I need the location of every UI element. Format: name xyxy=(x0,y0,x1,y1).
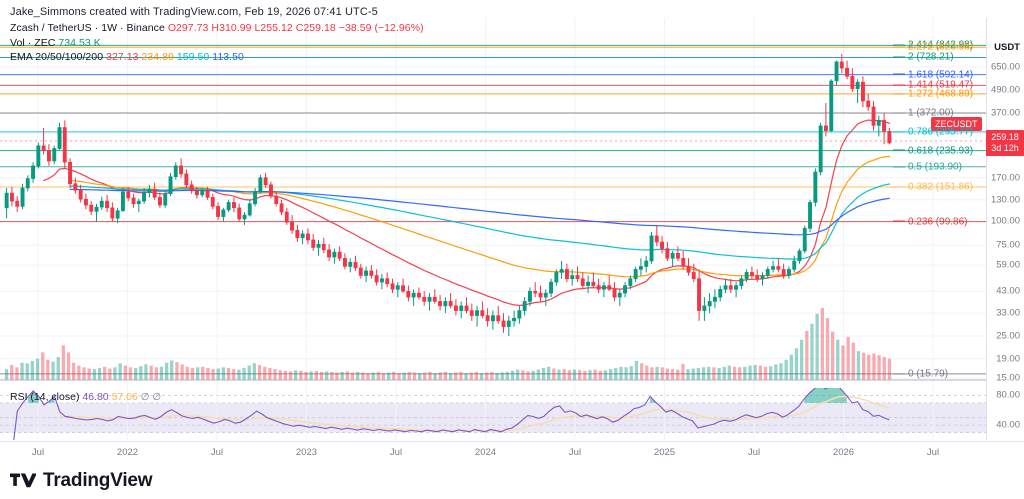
fib-level-label[interactable]: 0.618 (235.93) xyxy=(893,145,973,156)
tradingview-logo[interactable]: TradingView xyxy=(10,470,153,492)
low-label: L xyxy=(254,22,261,34)
fib-level-label[interactable]: 0.786 (295.77) xyxy=(893,126,973,137)
fib-level-label[interactable]: 2 (728.21) xyxy=(893,52,954,63)
close-value: 259.18 xyxy=(303,22,336,34)
fib-level-label[interactable]: 2.272 (823.98) xyxy=(893,42,973,53)
time-tick-label: 2026 xyxy=(832,447,855,458)
open-value: 297.73 xyxy=(176,22,209,34)
price-tick-label: 33.00 xyxy=(996,307,1020,319)
price-tick-label: 100.00 xyxy=(990,215,1020,227)
volume-value: 734.53 K xyxy=(58,37,101,49)
fib-level-label[interactable]: 0.236 (99.86) xyxy=(893,216,968,227)
high-label: H xyxy=(211,22,220,34)
time-axis[interactable]: Jul 2022 Jul 2023 Jul 2024 Jul 2025 Jul 2026 Jul xyxy=(0,441,1024,463)
price-axis[interactable]: USDT 650.00490.00370.00290.00170.00130.0… xyxy=(986,18,1024,440)
fib-level-label[interactable]: 0 (15.79) xyxy=(893,368,948,379)
fib-level-label[interactable]: 0.382 (151.86) xyxy=(893,181,973,192)
close-label: C xyxy=(295,22,304,34)
rsi-canvas[interactable] xyxy=(0,388,986,440)
high-value: 310.99 xyxy=(219,22,252,34)
time-tick-label: 2025 xyxy=(653,447,676,458)
time-tick-label: 2022 xyxy=(116,447,139,458)
rsi-title: RSI (14, close) xyxy=(10,391,80,403)
attribution-text: Jake_Simmons created with TradingView.co… xyxy=(10,6,378,18)
price-tick-label: 170.00 xyxy=(990,172,1020,184)
rsi-pane[interactable] xyxy=(0,388,986,440)
footer-bar: TradingView xyxy=(0,463,1024,499)
time-tick-label: Jul xyxy=(31,447,45,458)
volume-title: Vol · ZEC xyxy=(10,37,56,49)
tradingview-mark-icon xyxy=(10,473,36,487)
low-value: 255.12 xyxy=(260,22,293,34)
no-entry-icon[interactable]: ∅ xyxy=(152,392,162,403)
time-tick-label: 2024 xyxy=(474,447,497,458)
time-tick-label: Jul xyxy=(568,447,582,458)
change-value: −38.59 (−12.96%) xyxy=(338,22,424,34)
rsi-ma-value: 57.06 xyxy=(111,391,138,403)
price-axis-unit: USDT xyxy=(994,42,1020,53)
ema-legend[interactable]: EMA 20/50/100/200 327.13 234.89 159.50 1… xyxy=(10,51,244,63)
time-tick-label: Jul xyxy=(926,447,940,458)
ema-title: EMA 20/50/100/200 xyxy=(10,51,104,63)
price-chart-canvas[interactable] xyxy=(0,18,986,386)
fib-level-label[interactable]: 1.618 (592.14) xyxy=(893,69,973,80)
ema100-value: 159.50 xyxy=(176,51,210,63)
time-tick-label: Jul xyxy=(747,447,761,458)
rsi-value: 46.80 xyxy=(82,391,109,403)
symbol-title[interactable]: Zcash / TetherUS · 1W · Binance xyxy=(10,22,165,34)
symbol-legend[interactable]: Zcash / TetherUS · 1W · Binance O297.73 … xyxy=(10,22,424,34)
fib-level-label[interactable]: 1.414 (519.47) xyxy=(893,80,973,91)
price-chart-pane[interactable] xyxy=(0,18,986,386)
ema20-value: 327.13 xyxy=(106,51,139,63)
time-tick-label: Jul xyxy=(210,447,224,458)
fib-level-label[interactable]: 0.5 (193.90) xyxy=(893,161,962,172)
ticker-badge[interactable]: ZECUSDT xyxy=(931,117,982,131)
price-tick-label: 59.00 xyxy=(996,259,1020,271)
rsi-legend[interactable]: RSI (14, close) 46.80 57.06 ∅ ∅ xyxy=(10,391,161,403)
volume-legend[interactable]: Vol · ZEC 734.53 K xyxy=(10,37,101,49)
price-tick-label: 19.00 xyxy=(996,353,1020,365)
bar-countdown: 3d 12h xyxy=(991,142,1019,153)
ema50-value: 234.89 xyxy=(141,51,174,63)
current-price-badge[interactable]: 259.18 3d 12h xyxy=(986,130,1024,156)
fib-level-label[interactable]: 2.414 (842.98) xyxy=(893,40,973,51)
fib-level-label[interactable]: 1 (372.00) xyxy=(893,107,954,118)
tradingview-wordmark: TradingView xyxy=(43,470,153,491)
price-tick-label: 490.00 xyxy=(990,84,1020,96)
price-tick-label: 15.00 xyxy=(996,372,1020,384)
price-tick-label: 25.00 xyxy=(996,330,1020,342)
price-tick-label: 130.00 xyxy=(990,194,1020,206)
time-tick-label: 2023 xyxy=(295,447,318,458)
time-tick-label: Jul xyxy=(389,447,403,458)
rsi-tick-label: 80.00 xyxy=(996,389,1020,401)
price-tick-label: 650.00 xyxy=(990,61,1020,73)
price-tick-label: 370.00 xyxy=(990,107,1020,119)
open-label: O xyxy=(167,22,177,34)
ema200-value: 113.50 xyxy=(212,51,244,63)
no-entry-icon[interactable]: ∅ xyxy=(140,392,150,403)
price-tick-label: 75.00 xyxy=(996,239,1020,251)
fib-level-label[interactable]: 1.272 (468.89) xyxy=(893,88,973,99)
price-tick-label: 43.00 xyxy=(996,285,1020,297)
current-price-value: 259.18 xyxy=(991,132,1019,142)
rsi-tick-label: 40.00 xyxy=(996,419,1020,431)
